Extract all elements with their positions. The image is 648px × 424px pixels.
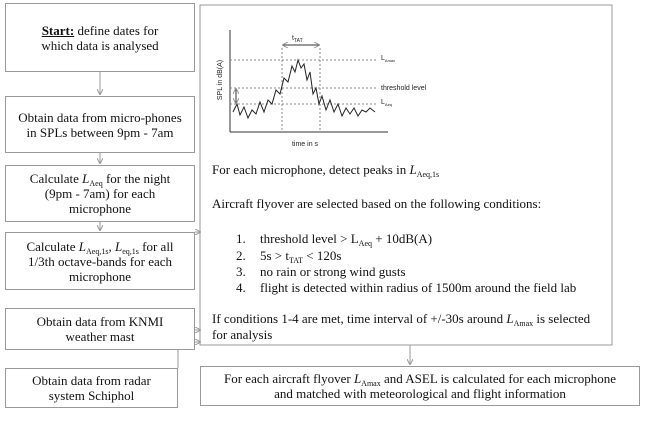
tat-label: tTAT [292,35,303,44]
text: Amax [361,379,381,388]
text: L [381,99,385,106]
text: L [409,162,417,177]
result-box: For each aircraft flyover LAmax and ASEL… [200,366,640,406]
text: 2. [236,248,246,263]
text: for all 1/3th octave-bands for each micr… [27,238,174,284]
text: for the night (9pm - 7am) for each micro… [44,171,171,216]
condition: 3. no rain or strong wind gusts [236,264,406,280]
condition: 1. threshold level > LAeq + 10dB(A) [236,231,432,248]
text: is selected for analysis [212,311,591,342]
text: Aeq [385,102,392,107]
text: + 10dB(A) [372,231,433,246]
lamax-label: LAmax [381,55,395,63]
text: For each aircraft flyover [224,371,354,386]
analysis-text: If conditions 1-4 are met, time interval… [212,311,607,343]
x-axis-label: time in s [292,141,319,148]
text: Aeq [358,239,372,248]
step-box: Calculate LAeq for the night (9pm - 7am)… [5,165,195,222]
text: TAT [289,256,304,265]
step-box: Start: define dates for which data is an… [5,3,195,72]
text: For each microphone, detect peaks in [212,162,410,177]
text: L [353,371,362,386]
text: Aeq [89,179,103,188]
text: no rain or strong wind gusts [260,264,406,279]
step-box: Obtain data from radar system Schiphol [5,368,178,408]
text: threshold level > L [260,231,359,246]
threshold-label: threshold level [381,85,427,92]
text: Start: [41,22,75,38]
text: define dates for which data is analysed [41,22,159,53]
text: TAT [294,38,303,44]
laeq-label: LAeq [381,99,392,107]
text: Obtain data from radar system Schiphol [32,373,151,403]
analysis-text: Aircraft flyover are selected based on t… [212,196,542,211]
text: Amax [385,58,395,63]
text: If conditions 1-4 are met, time interval… [212,311,507,326]
text: flight is detected within radius of 1500… [260,280,577,295]
step-box: Obtain data from KNMI weather mast [5,308,195,350]
text: L [82,171,90,186]
text: L [114,238,123,254]
text: L [506,311,514,326]
step-box: Calculate LAeq,1s, Leq,1s for all 1/3th … [5,232,195,290]
peak-graph: SPL in dB(A) time in s tTAT LAmax thresh… [217,30,427,148]
text: 1. [236,231,246,246]
text: , [108,238,115,254]
text: eq,1s [122,246,139,256]
y-axis-label: SPL in dB(A) [217,60,224,100]
text: Calculate [29,171,83,186]
text: and ASEL is calculated for each micropho… [274,371,616,401]
analysis-text: For each microphone, detect peaks in LAe… [212,162,440,179]
text: Obtain data from micro-phones in SPLs be… [18,109,182,140]
text: L [381,55,385,62]
text: t [292,35,294,42]
text: 3. [236,264,246,279]
condition: 4. flight is detected within radius of 15… [236,280,576,296]
text: Calculate [26,238,79,254]
text: 5s > t [260,248,290,263]
text: Obtain data from KNMI weather mast [36,314,164,344]
step-box: Obtain data from micro-phones in SPLs be… [5,96,195,153]
condition: 2. 5s > tTAT < 120s [236,248,341,265]
text: < 120s [303,248,342,263]
text: Aeq,1s [86,246,109,256]
text: L [78,238,87,254]
text: Aeq,1s [416,170,440,179]
text: Amax [513,319,534,328]
text: 4. [236,280,246,295]
